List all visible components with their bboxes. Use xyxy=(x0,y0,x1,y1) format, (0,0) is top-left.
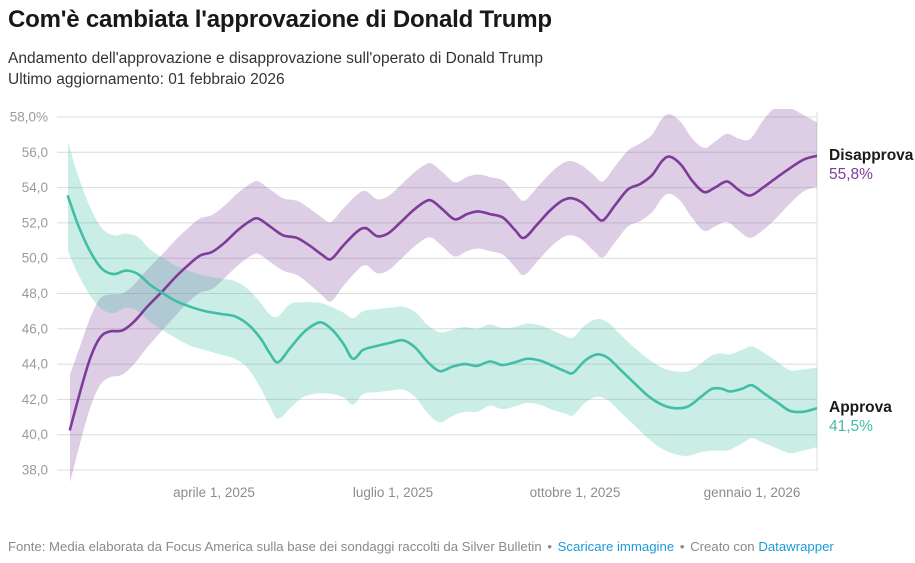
chart-subtitle-line1: Andamento dell'approvazione e disapprova… xyxy=(8,50,543,67)
end-label-disapprova: Disapprova 55,8% xyxy=(829,147,914,183)
series-name-approva: Approva xyxy=(829,399,892,416)
y-tick-label: 50,0 xyxy=(22,251,48,266)
chart-footer: Fonte: Media elaborata da Focus America … xyxy=(8,539,908,554)
footer-bullet: • xyxy=(547,539,552,554)
created-with-text: Creato con xyxy=(690,539,755,554)
y-tick-label: 48,0 xyxy=(22,286,48,301)
x-tick-label: ottobre 1, 2025 xyxy=(530,485,621,500)
x-axis-labels: aprile 1, 2025 luglio 1, 2025 ottobre 1, 2… xyxy=(173,485,800,500)
y-gridlines xyxy=(57,116,817,471)
end-label-approva: Approva 41,5% xyxy=(829,399,892,435)
y-tick-label: 42,0 xyxy=(22,392,48,407)
line-disapprova xyxy=(68,154,817,431)
band-disapprova xyxy=(70,109,817,483)
trend-lines xyxy=(66,154,817,431)
y-tick-label: 56,0 xyxy=(22,145,48,160)
datawrapper-link[interactable]: Datawrapper xyxy=(758,539,834,554)
y-tick-label: 46,0 xyxy=(22,321,48,336)
chart-title: Com'è cambiata l'approvazione di Donald … xyxy=(8,6,552,33)
line-approva xyxy=(66,195,817,414)
x-tick-label: luglio 1, 2025 xyxy=(353,485,433,500)
series-value-approva: 41,5% xyxy=(829,418,873,435)
y-tick-label: 58,0% xyxy=(10,110,48,125)
footer-bullet: • xyxy=(679,539,685,554)
series-value-disapprova: 55,8% xyxy=(829,166,873,183)
confidence-bands xyxy=(68,109,817,483)
y-tick-label: 54,0 xyxy=(22,180,48,195)
source-text: Fonte: Media elaborata da Focus America … xyxy=(8,539,542,554)
chart-update-note: Ultimo aggiornamento: 01 febbraio 2026 xyxy=(8,71,285,88)
y-tick-label: 44,0 xyxy=(22,357,48,372)
y-tick-label: 38,0 xyxy=(22,463,48,478)
y-tick-label: 52,0 xyxy=(22,215,48,230)
series-name-disapprova: Disapprova xyxy=(829,147,914,164)
y-tick-label: 40,0 xyxy=(22,427,48,442)
y-axis-labels: 58,0% 56,0 54,0 52,0 50,0 48,0 46,0 44,0 42,0 40,… xyxy=(10,110,48,478)
x-tick-label: gennaio 1, 2026 xyxy=(704,485,801,500)
x-tick-label: aprile 1, 2025 xyxy=(173,485,255,500)
download-image-link[interactable]: Scaricare immagine xyxy=(557,539,675,554)
chart-subtitle: Andamento dell'approvazione e disapprova… xyxy=(8,48,888,90)
